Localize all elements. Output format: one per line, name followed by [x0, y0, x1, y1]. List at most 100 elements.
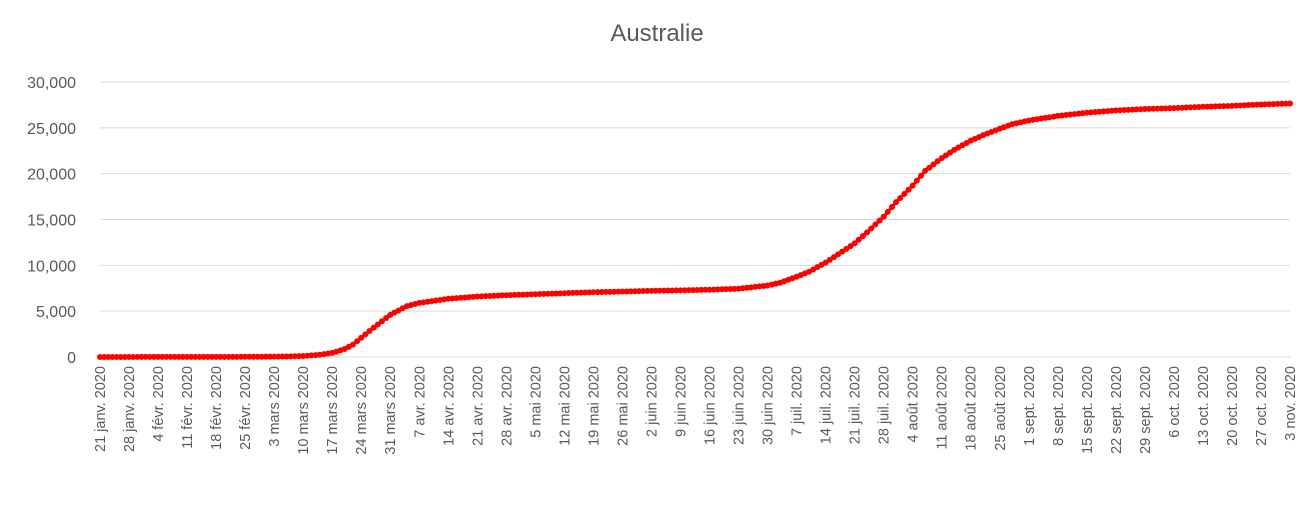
data-point	[864, 229, 871, 236]
x-tick-label: 25 févr. 2020	[238, 366, 254, 450]
data-point	[349, 341, 356, 348]
data-point	[113, 353, 120, 360]
x-tick-label: 15 sept. 2020	[1080, 366, 1096, 454]
x-tick-label: 11 août 2020	[935, 366, 951, 450]
data-point	[615, 288, 622, 295]
x-tick-label: 7 juil. 2020	[790, 366, 806, 436]
data-point	[366, 328, 373, 335]
data-point	[146, 353, 153, 360]
data-point	[669, 287, 676, 294]
data-point	[171, 353, 178, 360]
x-tick-label: 23 juin 2020	[732, 366, 748, 445]
data-point	[872, 221, 879, 228]
x-tick-label: 3 nov. 2020	[1283, 366, 1299, 441]
data-point	[926, 164, 933, 171]
data-point	[134, 353, 141, 360]
x-tick-label: 18 août 2020	[964, 366, 980, 451]
x-tick-label: 22 sept. 2020	[1109, 366, 1125, 454]
data-point	[913, 177, 920, 184]
x-tick-label: 19 mai 2020	[586, 366, 602, 446]
data-point	[221, 353, 228, 360]
data-point	[370, 324, 377, 331]
data-point	[237, 353, 244, 360]
data-point	[101, 353, 108, 360]
data-point	[271, 353, 278, 360]
x-tick-label: 30 juin 2020	[761, 366, 777, 445]
data-point	[909, 182, 916, 189]
data-point	[167, 353, 174, 360]
data-point	[884, 208, 891, 215]
data-point	[196, 353, 203, 360]
data-point	[188, 353, 195, 360]
x-tick-label: 9 juin 2020	[673, 366, 689, 437]
data-point	[155, 353, 162, 360]
x-tick-label: 8 sept. 2020	[1051, 366, 1067, 446]
x-tick-label: 5 mai 2020	[528, 366, 544, 438]
data-point	[254, 353, 261, 360]
x-tick-label: 4 févr. 2020	[151, 366, 167, 442]
x-tick-label: 18 févr. 2020	[209, 366, 225, 450]
y-tick-label: 25,000	[27, 121, 76, 138]
data-point	[213, 353, 220, 360]
data-point	[855, 236, 862, 243]
data-point	[934, 158, 941, 165]
x-tick-label: 20 oct. 2020	[1225, 366, 1241, 446]
x-tick-label: 31 mars 2020	[383, 366, 399, 455]
data-point	[698, 286, 705, 293]
data-point	[648, 287, 655, 294]
data-point	[279, 353, 286, 360]
data-point	[594, 289, 601, 296]
data-point	[851, 240, 858, 247]
data-point	[150, 353, 157, 360]
series-cases	[97, 100, 1293, 360]
data-point	[652, 287, 659, 294]
y-tick-label: 0	[67, 350, 76, 367]
data-point	[868, 225, 875, 232]
data-point	[374, 321, 381, 328]
data-point	[901, 190, 908, 197]
x-tick-label: 21 avr. 2020	[470, 366, 486, 446]
data-point	[159, 353, 166, 360]
x-tick-label: 3 mars 2020	[267, 366, 283, 447]
data-point	[665, 287, 672, 294]
data-point	[922, 167, 929, 174]
series-line	[99, 102, 1291, 359]
x-tick-label: 28 avr. 2020	[499, 366, 515, 446]
data-point	[200, 353, 207, 360]
data-point	[225, 353, 232, 360]
data-point	[681, 287, 688, 294]
data-point	[229, 353, 236, 360]
x-tick-label: 2 juin 2020	[644, 366, 660, 437]
data-point	[250, 353, 257, 360]
x-tick-label: 7 avr. 2020	[412, 366, 428, 438]
x-tick-label: 11 févr. 2020	[180, 366, 196, 449]
y-tick-label: 20,000	[27, 167, 76, 184]
data-point	[163, 353, 170, 360]
x-tick-label: 12 mai 2020	[557, 366, 573, 446]
data-point	[876, 217, 883, 224]
x-tick-label: 24 mars 2020	[354, 366, 370, 455]
data-point	[354, 338, 361, 345]
data-point	[283, 353, 290, 360]
data-point	[859, 233, 866, 239]
data-point	[246, 353, 253, 360]
data-point	[660, 287, 667, 294]
data-point	[917, 172, 924, 179]
data-point	[217, 353, 224, 360]
data-point	[105, 353, 112, 360]
x-tick-label: 1 sept. 2020	[1022, 366, 1038, 446]
data-point	[897, 194, 904, 201]
data-point	[208, 353, 215, 360]
data-point	[590, 289, 597, 296]
chart-title: Australie	[610, 20, 703, 47]
data-point	[378, 318, 385, 325]
data-point	[694, 286, 701, 293]
data-point	[383, 315, 390, 322]
data-point	[204, 353, 211, 360]
data-point	[656, 287, 663, 294]
data-point	[179, 353, 186, 360]
data-point	[130, 353, 137, 360]
data-point	[175, 353, 182, 360]
data-point	[607, 288, 613, 295]
